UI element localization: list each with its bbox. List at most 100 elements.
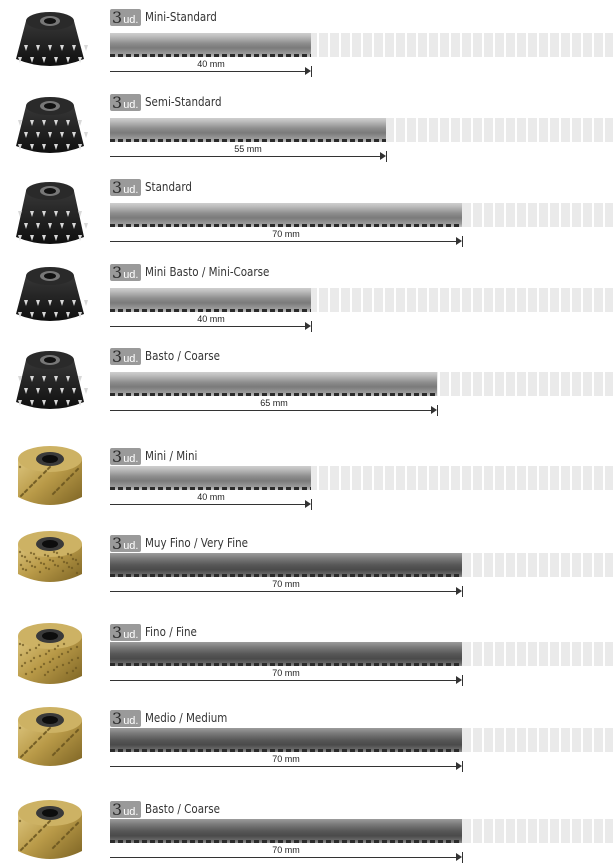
- dimension-line-stroke: [110, 71, 306, 72]
- length-bar: [110, 372, 437, 396]
- length-label: 40 mm: [197, 492, 225, 502]
- burr-wheel-image: [8, 526, 92, 588]
- product-name: Basto / Coarse: [145, 349, 221, 363]
- dimension-line: 40 mm: [110, 314, 313, 332]
- quantity-unit: ud.: [123, 714, 139, 727]
- product-tag: 3 ud. Mini / Mini: [110, 447, 206, 465]
- product-tag: 3 ud. Semi-Standard: [110, 93, 234, 111]
- dimension-end-tick: [386, 151, 387, 162]
- quantity-unit: ud.: [123, 98, 139, 111]
- dimension-line-stroke: [110, 410, 432, 411]
- dimension-end-tick: [462, 236, 463, 247]
- dimension-line: 55 mm: [110, 144, 388, 162]
- dimension-line-stroke: [110, 504, 306, 505]
- product-tag: 3 ud. Standard: [110, 178, 200, 196]
- length-label: 65 mm: [260, 398, 288, 408]
- dimension-line: 70 mm: [110, 668, 464, 686]
- arrow-right-icon: [305, 322, 311, 330]
- length-bar: [110, 819, 462, 843]
- dimension-line-stroke: [110, 680, 457, 681]
- quantity-number: 3: [112, 92, 123, 112]
- quantity-badge: 3 ud.: [110, 177, 142, 197]
- length-scale: [110, 372, 613, 396]
- product-tag: 3 ud. Mini-Standard: [110, 8, 229, 26]
- length-bar: [110, 203, 462, 227]
- quantity-number: 3: [112, 346, 123, 366]
- product-tag: 3 ud. Muy Fino / Very Fine: [110, 534, 265, 552]
- burr-wheel-image: [8, 702, 92, 772]
- length-bar: [110, 728, 462, 752]
- quantity-unit: ud.: [123, 452, 139, 465]
- length-bar: [110, 33, 311, 57]
- product-name: Mini-Standard: [145, 10, 218, 24]
- arrow-right-icon: [431, 406, 437, 414]
- burr-wheel-image: [8, 92, 92, 158]
- length-scale: [110, 553, 613, 577]
- arrow-right-icon: [305, 500, 311, 508]
- dimension-line: 40 mm: [110, 59, 313, 77]
- burr-wheel-image: [8, 262, 92, 326]
- dimension-line: 70 mm: [110, 845, 464, 863]
- dimension-end-tick: [462, 852, 463, 863]
- burr-wheel-image: [8, 177, 92, 249]
- arrow-right-icon: [380, 152, 386, 160]
- quantity-badge: 3 ud.: [110, 708, 142, 728]
- length-label: 70 mm: [272, 579, 300, 589]
- quantity-unit: ud.: [123, 805, 139, 818]
- dimension-end-tick: [462, 761, 463, 772]
- product-name: Mini / Mini: [145, 449, 198, 463]
- length-scale: [110, 288, 613, 312]
- length-label: 70 mm: [272, 754, 300, 764]
- product-name: Fino / Fine: [145, 625, 198, 639]
- product-tag: 3 ud. Mini Basto / Mini-Coarse: [110, 263, 290, 281]
- burr-wheel-image: [8, 346, 92, 414]
- quantity-unit: ud.: [123, 13, 139, 26]
- quantity-number: 3: [112, 533, 123, 553]
- dimension-end-tick: [462, 586, 463, 597]
- product-tag: 3 ud. Fino / Fine: [110, 623, 206, 641]
- dimension-line: 70 mm: [110, 579, 464, 597]
- dimension-end-tick: [311, 321, 312, 332]
- dimension-line-stroke: [110, 766, 457, 767]
- length-scale: [110, 118, 613, 142]
- quantity-badge: 3 ud.: [110, 623, 142, 641]
- product-name: Semi-Standard: [145, 95, 222, 109]
- dimension-line: 70 mm: [110, 754, 464, 772]
- quantity-badge: 3 ud.: [110, 800, 142, 818]
- quantity-badge: 3 ud.: [110, 8, 142, 26]
- length-label: 55 mm: [234, 144, 262, 154]
- dimension-line: 70 mm: [110, 229, 464, 247]
- dimension-line-stroke: [110, 591, 457, 592]
- quantity-badge: 3 ud.: [110, 92, 142, 112]
- dimension-line-stroke: [110, 156, 381, 157]
- quantity-unit: ud.: [123, 183, 139, 196]
- quantity-badge: 3 ud.: [110, 446, 142, 466]
- length-bar: [110, 288, 311, 312]
- length-scale: [110, 33, 613, 57]
- length-bar: [110, 118, 386, 142]
- length-scale: [110, 466, 613, 490]
- dimension-end-tick: [462, 675, 463, 686]
- length-label: 70 mm: [272, 229, 300, 239]
- length-scale: [110, 203, 613, 227]
- quantity-number: 3: [112, 446, 123, 466]
- arrow-right-icon: [456, 587, 462, 595]
- arrow-right-icon: [456, 853, 462, 861]
- burr-wheel-image: [8, 795, 92, 865]
- length-label: 70 mm: [272, 668, 300, 678]
- burr-wheel-image: [8, 441, 92, 511]
- length-label: 70 mm: [272, 845, 300, 855]
- product-name: Mini Basto / Mini-Coarse: [145, 265, 270, 279]
- quantity-unit: ud.: [123, 268, 139, 281]
- quantity-unit: ud.: [123, 628, 139, 641]
- quantity-badge: 3 ud.: [110, 533, 142, 553]
- quantity-badge: 3 ud.: [110, 262, 142, 282]
- arrow-right-icon: [456, 762, 462, 770]
- quantity-unit: ud.: [123, 352, 139, 365]
- length-bar: [110, 553, 462, 577]
- quantity-number: 3: [112, 262, 123, 282]
- quantity-number: 3: [112, 708, 123, 728]
- quantity-number: 3: [112, 177, 123, 197]
- length-bar: [110, 642, 462, 666]
- dimension-line-stroke: [110, 326, 306, 327]
